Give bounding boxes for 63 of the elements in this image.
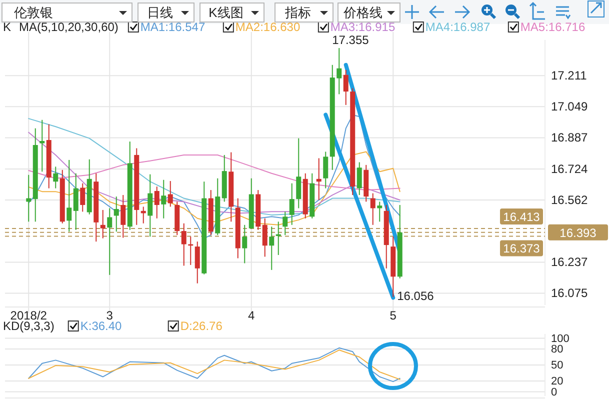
annotation: 16.056	[397, 288, 434, 303]
text: 指标	[284, 5, 311, 20]
y-tick-label: 16.562	[551, 192, 588, 207]
y-tick-label: 100	[551, 332, 570, 345]
candlestick	[154, 186, 160, 219]
candlestick	[356, 162, 362, 196]
chart-title: K	[3, 20, 12, 34]
y-tick-label: 16.724	[551, 162, 588, 176]
candlestick	[316, 158, 322, 200]
candlestick	[194, 241, 200, 284]
text: K线图	[208, 5, 244, 20]
line-series	[28, 118, 400, 216]
candlestick	[168, 180, 173, 208]
candlestick	[53, 166, 58, 189]
candlestick	[66, 159, 72, 232]
y-tick-label: 80	[551, 343, 564, 356]
chart-title: KD(9,3,3)	[3, 319, 54, 333]
x-tick-label: 5	[390, 308, 397, 323]
text: D:26.76	[180, 319, 223, 333]
y-tick-label: 16.237	[551, 255, 588, 270]
ref-line-label: 16.373	[503, 242, 540, 256]
x-tick-label: 4	[248, 308, 256, 323]
y-tick-label: 50	[551, 360, 564, 372]
text: MA2:16.630	[235, 20, 300, 34]
candlestick	[40, 119, 45, 172]
candlestick	[120, 194, 126, 238]
y-tick-label: 0	[551, 386, 558, 398]
y-tick-label: 17.049	[551, 100, 588, 114]
candlestick	[289, 182, 294, 226]
ref-line-label: 16.413	[503, 210, 540, 224]
candlestick	[377, 201, 382, 222]
chart-subtitle: MA(5,10,20,30,60)	[19, 20, 118, 34]
text: MA5:16.716	[520, 20, 586, 34]
candlestick	[100, 209, 106, 239]
candlestick	[161, 179, 166, 219]
annotation: 17.355	[332, 33, 370, 48]
y-tick-label: 17.211	[551, 68, 588, 82]
text: 日线	[147, 5, 173, 20]
candlestick	[242, 224, 248, 264]
text: MA4:16.987	[425, 20, 490, 34]
y-tick-label: 20	[551, 376, 564, 388]
candlestick	[269, 226, 274, 270]
line-series	[28, 154, 400, 191]
y-tick-label: 16.075	[551, 286, 588, 300]
y-tick-label: 16.887	[551, 130, 588, 145]
text: MA3:16.915	[330, 20, 396, 34]
candlestick	[73, 172, 78, 230]
candlestick	[181, 222, 186, 266]
candlestick	[323, 151, 328, 189]
ref-line-label: 16.393	[560, 226, 597, 240]
text: 价格线	[342, 5, 382, 20]
candlestick	[282, 211, 288, 236]
candlestick	[107, 208, 112, 276]
candlestick	[80, 182, 86, 212]
line-series	[28, 151, 400, 226]
candlestick	[296, 138, 302, 209]
text: MA1:16.547	[140, 20, 206, 34]
candlestick	[148, 174, 153, 238]
candlestick	[114, 196, 119, 232]
candlestick	[343, 69, 348, 106]
candlestick	[262, 218, 268, 258]
text: 伦敦银	[14, 5, 53, 20]
candlestick	[370, 192, 376, 226]
